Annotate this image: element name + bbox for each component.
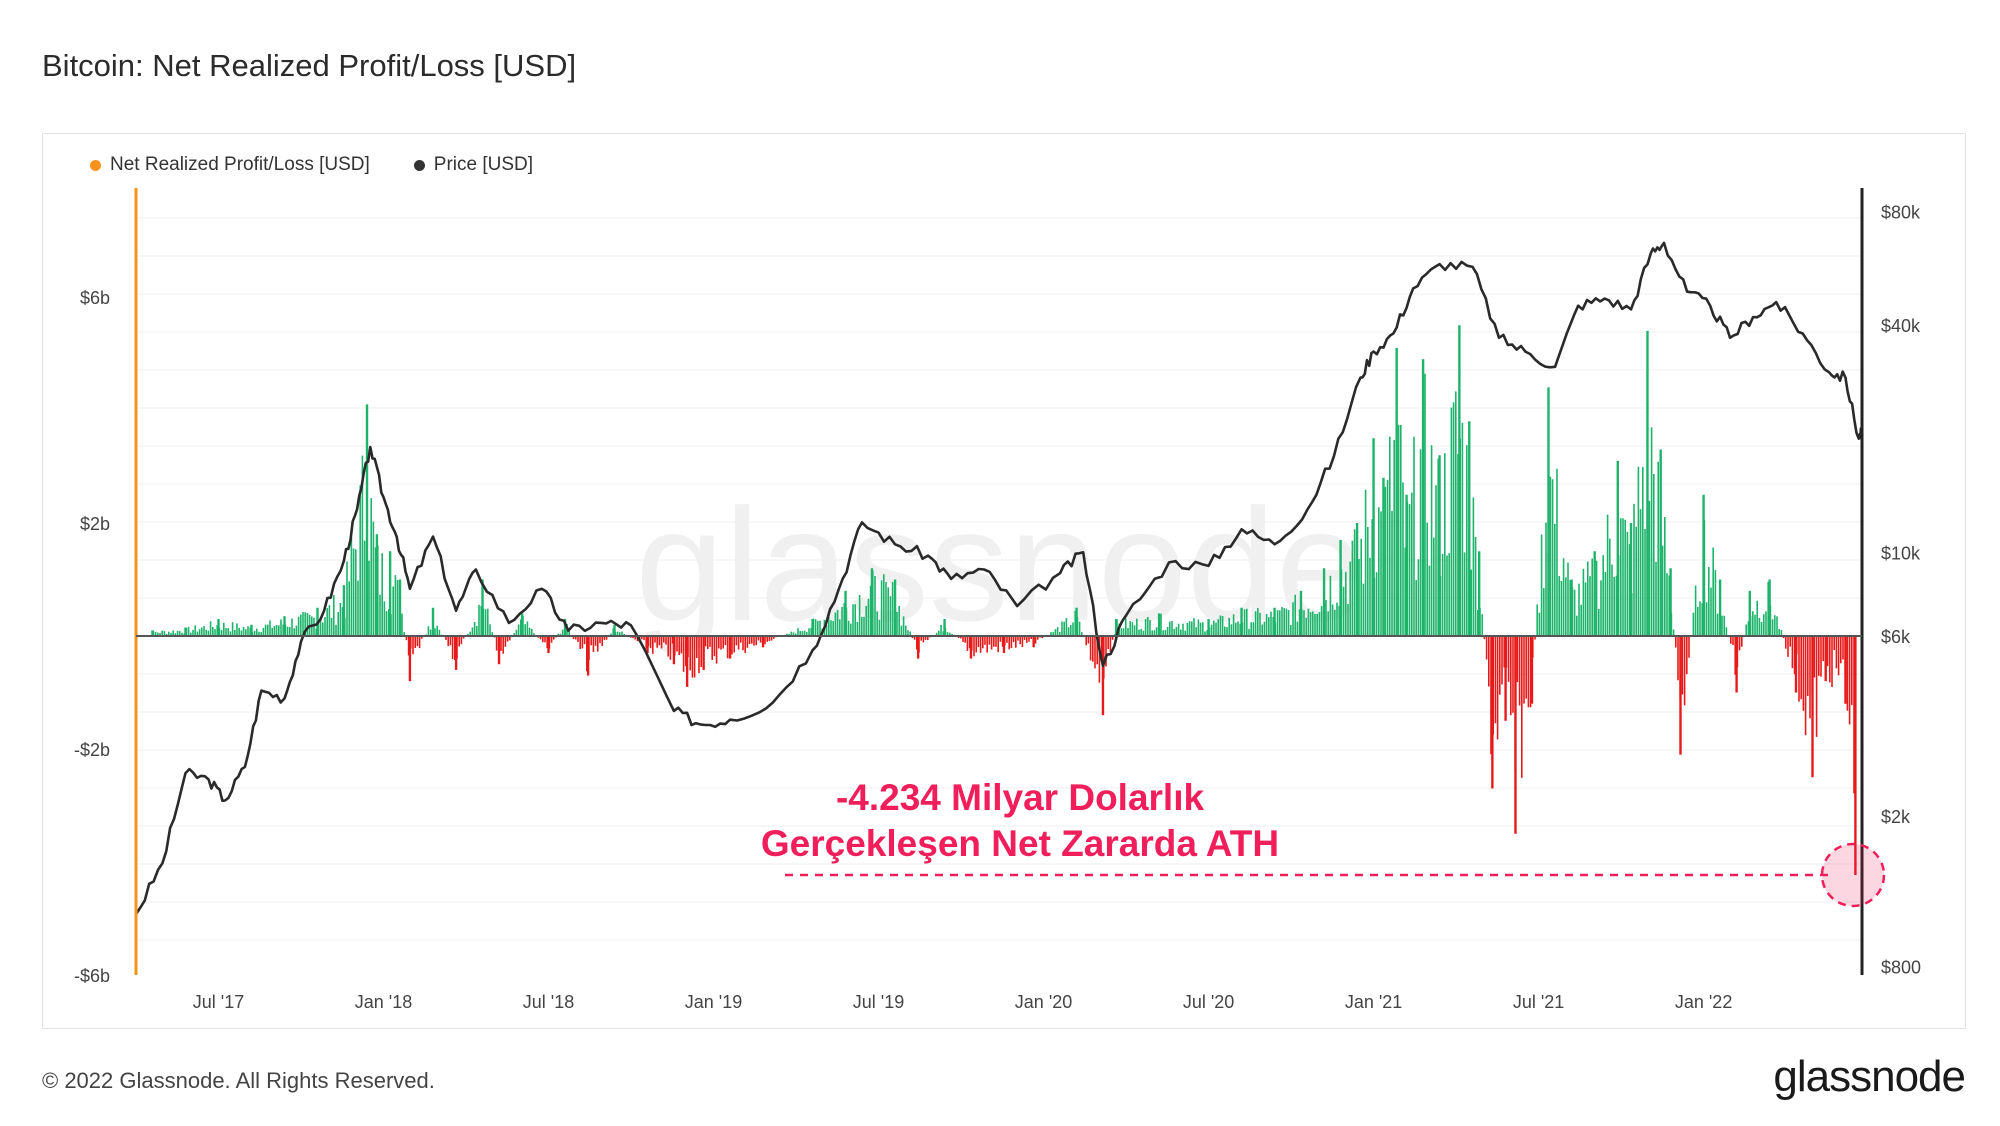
right-tick-label: $6k xyxy=(1881,627,1911,647)
glassnode-logo: glassnode xyxy=(1773,1052,1966,1101)
x-tick-label: Jan '18 xyxy=(355,992,412,1012)
right-tick-label: $800 xyxy=(1881,957,1921,977)
legend-item-price[interactable]: Price [USD] xyxy=(413,154,534,176)
left-tick-label: -$2b xyxy=(74,740,110,760)
legend-label-price: Price [USD] xyxy=(433,154,534,175)
nrpl-bars xyxy=(151,325,1857,875)
chart-title: Bitcoin: Net Realized Profit/Loss [USD] xyxy=(42,48,577,83)
legend-dot-icon xyxy=(413,159,425,171)
x-tick-label: Jan '21 xyxy=(1345,992,1402,1012)
annotation-circle xyxy=(1820,842,1886,908)
right-tick-label: $10k xyxy=(1881,543,1921,563)
axes: $6b $2b -$2b -$6b $80k $40k $10k $6k $2k $800 Jul … xyxy=(74,188,1921,1012)
legend-item-nrpl[interactable]: Net Realized Profit/Loss [USD] xyxy=(90,154,370,176)
copyright: © 2022 Glassnode. All Rights Reserved. xyxy=(42,1068,435,1093)
annotation-line-2: Gerçekleşen Net Zararda ATH xyxy=(760,823,1280,864)
x-tick-label: Jul '18 xyxy=(523,992,574,1012)
price-line-group xyxy=(134,241,1864,915)
x-tick-label: Jan '19 xyxy=(685,992,742,1012)
chart-frame xyxy=(42,133,1966,1029)
annotation-text: -4.234 Milyar Dolarlık Gerçekleşen Net Z… xyxy=(700,775,1340,867)
left-tick-label: -$6b xyxy=(74,966,110,986)
price-line xyxy=(134,241,1864,915)
x-tick-label: Jan '20 xyxy=(1015,992,1072,1012)
legend: Net Realized Profit/Loss [USD] Price [US… xyxy=(90,154,533,176)
annotation-marker xyxy=(785,842,1886,908)
x-tick-label: Jul '17 xyxy=(193,992,244,1012)
legend-label-nrpl: Net Realized Profit/Loss [USD] xyxy=(110,154,370,175)
x-tick-label: Jan '22 xyxy=(1675,992,1732,1012)
x-tick-label: Jul '19 xyxy=(853,992,904,1012)
annotation-line-1: -4.234 Milyar Dolarlık xyxy=(835,777,1205,818)
x-tick-label: Jul '20 xyxy=(1183,992,1234,1012)
left-tick-label: $6b xyxy=(80,288,110,308)
right-tick-label: $80k xyxy=(1881,202,1921,222)
legend-dot-icon xyxy=(90,159,101,171)
x-tick-label: Jul '21 xyxy=(1513,992,1564,1012)
left-tick-label: $2b xyxy=(80,514,110,534)
right-tick-label: $40k xyxy=(1881,316,1921,336)
right-tick-label: $2k xyxy=(1881,807,1911,827)
